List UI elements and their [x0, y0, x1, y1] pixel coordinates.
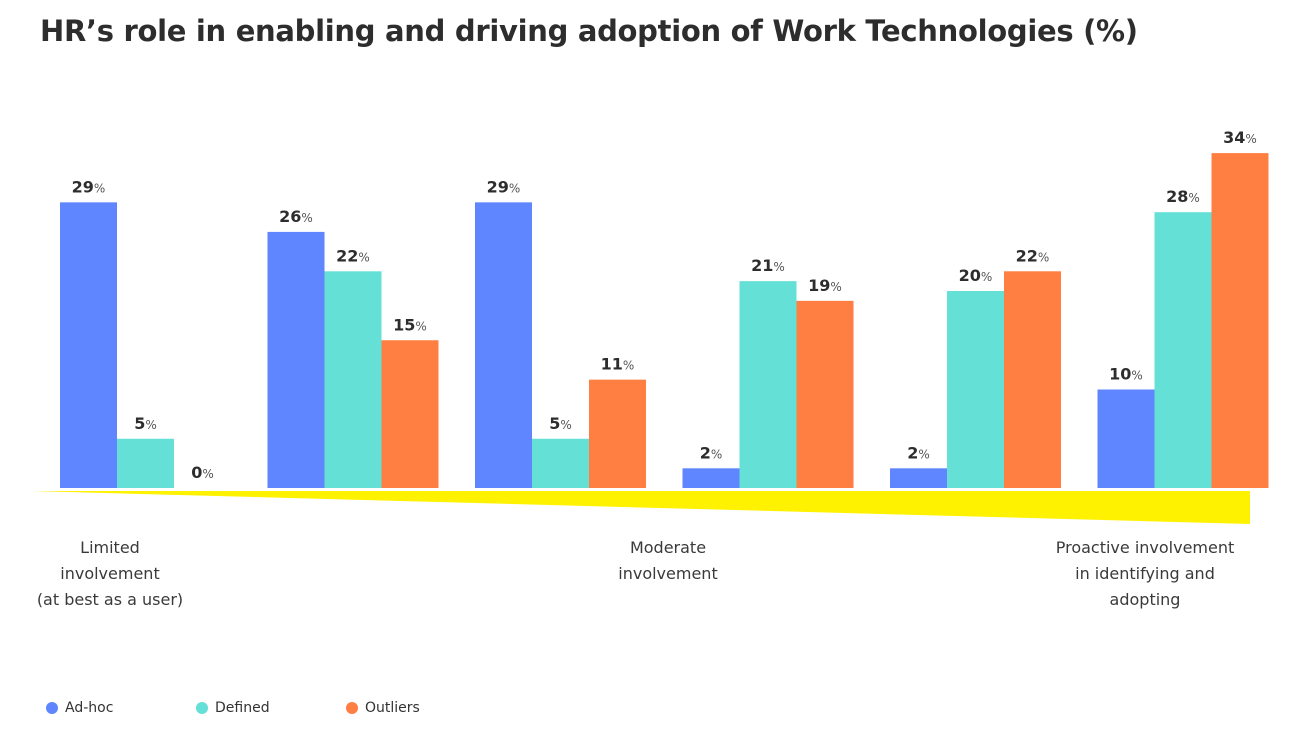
bar-defined [324, 271, 382, 488]
annotation-line: adopting [1109, 590, 1181, 609]
data-label: 5% [134, 414, 157, 433]
data-label: 0% [191, 463, 214, 482]
data-label: 21% [751, 256, 785, 275]
data-label: 10% [1109, 365, 1143, 384]
annotation-moderate-involvement: Moderate involvement [568, 535, 768, 587]
bar-outliers [1004, 271, 1061, 488]
legend-item-outliers[interactable]: Outliers [346, 700, 420, 716]
legend-dot-outliers [346, 702, 358, 714]
data-label: 15% [393, 315, 427, 334]
bar-defined [117, 438, 174, 488]
bar-group: 10% 28% 34% [1097, 128, 1269, 488]
data-label: 28% [1166, 187, 1200, 206]
annotation-line: in identifying and [1075, 564, 1215, 583]
annotation-proactive-involvement: Proactive involvement in identifying and… [1030, 535, 1260, 613]
annotation-line: (at best as a user) [36, 590, 184, 609]
data-label: 22% [1016, 246, 1050, 265]
bar-group: 29% 5% 0% [60, 177, 214, 488]
legend-dot-defined [196, 702, 208, 714]
bar-group: 2% 20% 22% [890, 246, 1061, 488]
bar-defined [1154, 212, 1212, 488]
bar-defined [532, 438, 589, 488]
bar-ad-hoc [60, 202, 117, 488]
bar-defined [947, 291, 1004, 488]
legend-dot-ad-hoc [46, 702, 58, 714]
annotation-line: Moderate [629, 538, 707, 557]
data-label: 29% [487, 177, 521, 196]
data-label: 2% [700, 443, 723, 462]
legend-item-ad-hoc[interactable]: Ad-hoc [46, 700, 113, 716]
bar-ad-hoc [682, 468, 740, 488]
bar-outliers [796, 300, 854, 488]
bar-ad-hoc [267, 231, 325, 488]
bar-outliers [1211, 153, 1269, 488]
bar-ad-hoc [890, 468, 947, 488]
data-label: 5% [549, 414, 572, 433]
annotation-line: involvement [618, 564, 718, 583]
annotation-limited-involvement: Limited involvement (at best as a user) [10, 535, 210, 613]
bar-group: 26% 22% 15% [267, 207, 439, 488]
bar-group: 2% 21% 19% [682, 256, 854, 488]
annotation-line: Proactive involvement [1055, 538, 1235, 557]
legend-label: Outliers [365, 700, 420, 716]
data-label: 34% [1223, 128, 1257, 147]
data-label: 19% [808, 276, 842, 295]
annotation-line: involvement [60, 564, 160, 583]
bar-defined [739, 281, 797, 488]
bar-outliers [381, 340, 439, 488]
chart-title: HR’s role in enabling and driving adopti… [40, 14, 1138, 48]
data-label: 2% [907, 443, 930, 462]
data-label: 26% [279, 207, 313, 226]
bar-ad-hoc [475, 202, 532, 488]
bar-outliers [589, 379, 646, 488]
bar-group: 29% 5% 11% [475, 177, 646, 488]
data-label: 22% [336, 246, 370, 265]
legend-label: Defined [215, 700, 270, 716]
data-label: 29% [72, 177, 106, 196]
data-label: 11% [601, 355, 635, 374]
legend-item-defined[interactable]: Defined [196, 700, 270, 716]
involvement-gradient-bar [32, 491, 1250, 524]
data-label: 20% [959, 266, 993, 285]
bar-ad-hoc [1097, 389, 1155, 488]
legend-label: Ad-hoc [65, 700, 114, 716]
annotation-line: Limited [80, 538, 140, 557]
